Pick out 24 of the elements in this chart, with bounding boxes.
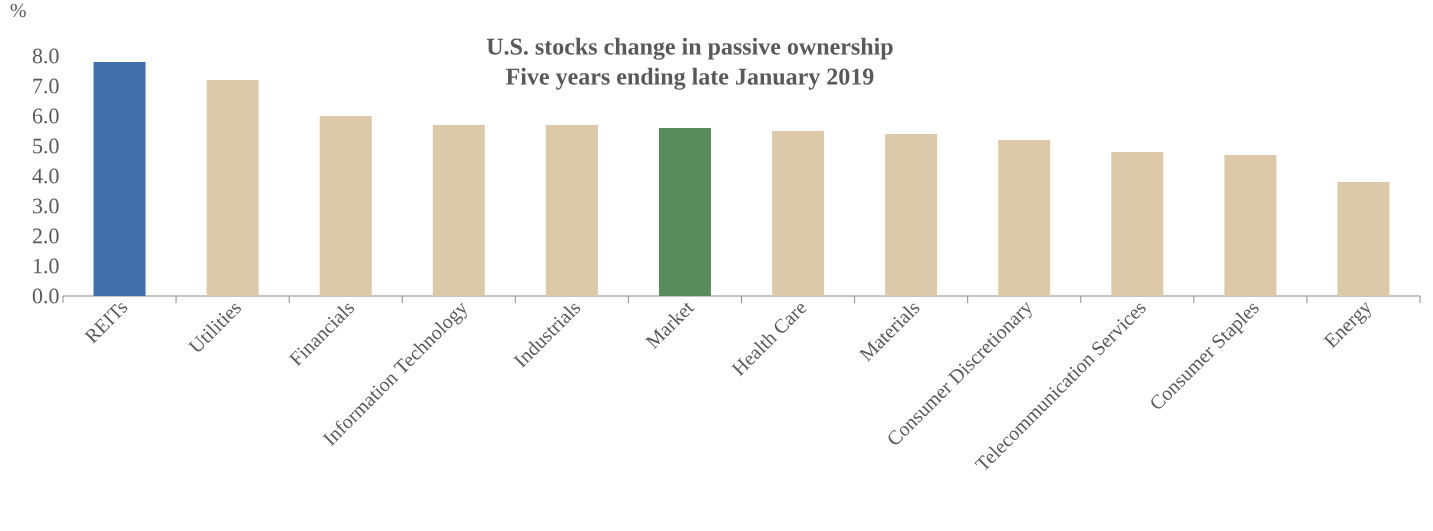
bar [1224,155,1277,296]
chart-subtitle: Five years ending late January 2019 [506,67,874,90]
chart-title: U.S. stocks change in passive ownership [486,37,893,60]
bar [1111,152,1164,296]
bar [885,134,938,296]
bar [93,62,146,296]
bar [319,116,372,296]
bar [545,125,598,296]
y-tick-label: 3.0 [33,198,59,214]
y-tick-label: 1.0 [33,258,59,274]
bar [206,80,259,296]
bar [1337,182,1390,296]
y-tick-label: 0.0 [32,288,59,304]
y-tick-label: 2.0 [32,228,59,244]
y-axis-title: % [10,3,26,18]
y-tick-label: 6.0 [32,108,59,124]
bar [772,131,825,296]
bar [998,140,1051,296]
y-tick-label: 4.0 [32,168,59,184]
bar [432,125,485,296]
y-tick-label: 5.0 [33,138,59,154]
bar [658,128,711,296]
y-tick-label: 7.0 [33,78,59,94]
y-tick-label: 8.0 [32,48,59,64]
